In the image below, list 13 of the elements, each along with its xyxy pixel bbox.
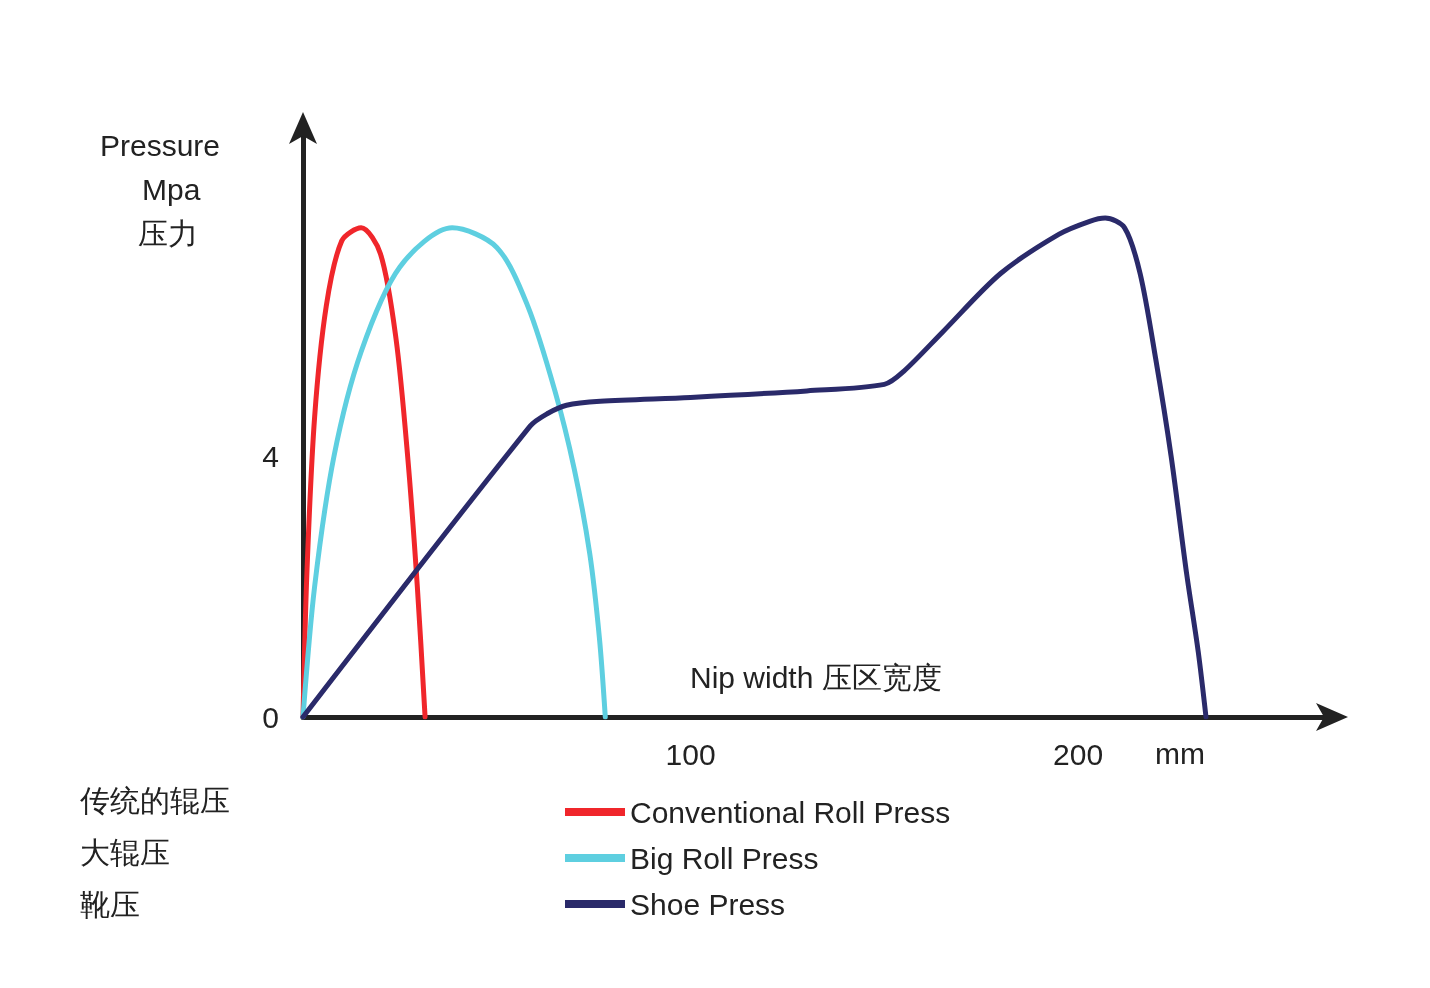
y-tick-label: 0 xyxy=(262,700,279,734)
x-axis-title: Nip width 压区宽度 xyxy=(690,660,942,694)
y-axis-title: Pressure Mpa 压力 xyxy=(100,128,221,250)
legend-label: Conventional Roll Press xyxy=(630,795,951,829)
text: mm xyxy=(1155,736,1205,770)
legend-label: Shoe Press xyxy=(630,887,786,921)
x-tick-label: 200 xyxy=(1053,737,1104,771)
text: 靴压 xyxy=(80,887,140,921)
text: 传统的辊压 xyxy=(80,783,230,817)
legend-label: Big Roll Press xyxy=(630,841,819,875)
text: 大辊压 xyxy=(80,835,170,869)
x-tick-label: 100 xyxy=(665,737,716,771)
y-tick-label: 4 xyxy=(262,439,279,473)
